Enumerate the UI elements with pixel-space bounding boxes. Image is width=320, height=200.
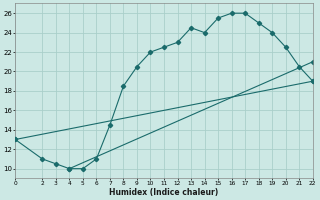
X-axis label: Humidex (Indice chaleur): Humidex (Indice chaleur) [109,188,219,197]
